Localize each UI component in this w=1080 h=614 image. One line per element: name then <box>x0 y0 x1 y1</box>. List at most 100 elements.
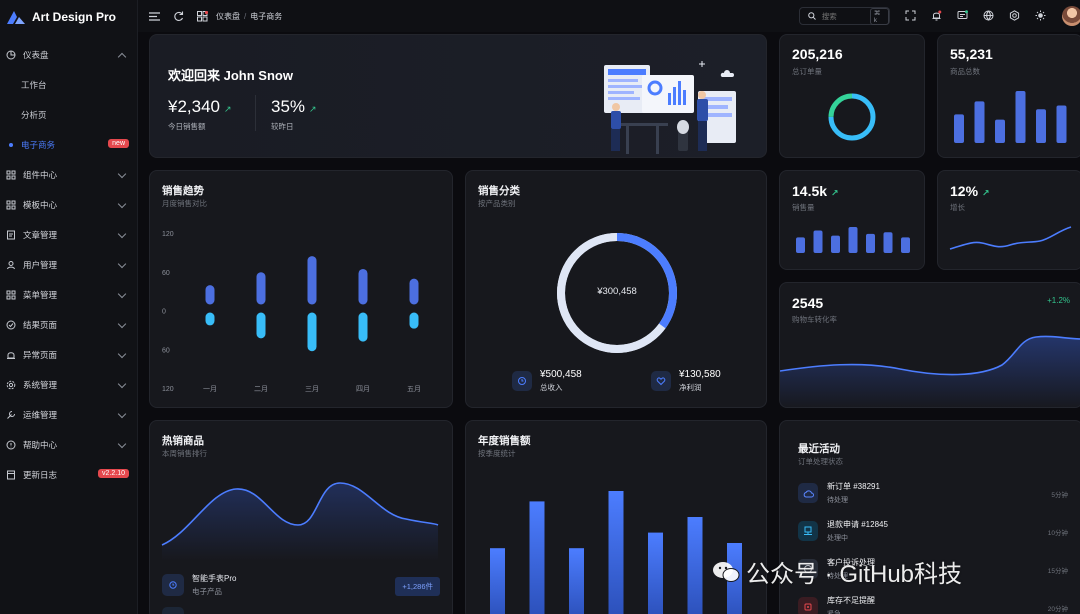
welcome-greeting: 欢迎回来 John Snow <box>168 68 293 83</box>
refund-icon <box>798 521 818 541</box>
brand[interactable]: Art Design Pro <box>0 0 137 34</box>
activity-status: 待处理 <box>827 573 848 580</box>
divider <box>255 95 256 131</box>
sidebar-item-ops[interactable]: 运维管理 <box>0 400 137 430</box>
sidebar-item-workbench[interactable]: 工作台 <box>0 70 137 100</box>
bar <box>974 101 985 143</box>
sidebar-item-label: 分析页 <box>21 110 47 120</box>
growth-value: 12% <box>950 183 979 199</box>
alert-icon <box>798 597 818 614</box>
sidebar-item-system[interactable]: 系统管理 <box>0 370 137 400</box>
breadcrumb-item[interactable]: 电子商务 <box>250 11 283 21</box>
sidebar-item-help[interactable]: 帮助中心 <box>0 430 137 460</box>
search-input[interactable] <box>821 11 866 21</box>
activity-item[interactable]: 客户投诉处理 待处理 <box>798 557 875 581</box>
sidebar-item-label: 工作台 <box>21 80 47 90</box>
dashboard-icon <box>6 50 16 60</box>
article-icon <box>6 230 16 240</box>
settings-icon <box>6 380 16 390</box>
card-title: 最近活动 <box>798 443 840 455</box>
arrow-up-icon: ↗ <box>982 188 990 198</box>
card-subtitle: 本周销售排行 <box>162 449 207 458</box>
chevron-down-icon <box>117 439 127 449</box>
shortcut-hint: ⌘ k <box>869 7 889 25</box>
version-badge: v2.2.10 <box>98 469 129 478</box>
annual-sales-card: 年度销售额 按季度统计 <box>465 420 767 614</box>
sidebar-item-label: 组件中心 <box>23 170 58 180</box>
trend-bar-negative <box>307 312 317 352</box>
cart-kpi-card: 2545 购物车转化率 +1.2% <box>779 282 1080 409</box>
annual-bar <box>569 548 584 614</box>
sidebar-menu: 仪表盘 工作台 分析页 电子商务 new 组件中心 模板中心 文章管理 用户管理 <box>0 40 137 490</box>
card-subtitle: 按产品类别 <box>478 199 516 208</box>
settings-icon[interactable] <box>1008 9 1020 21</box>
components-icon <box>6 170 16 180</box>
growth-label: 增长 <box>950 203 965 212</box>
sidebar-item-label: 系统管理 <box>23 380 58 390</box>
app-name: Art Design Pro <box>32 10 117 24</box>
sidebar-item-label: 用户管理 <box>23 260 58 270</box>
cart-value: 2545 <box>792 295 824 311</box>
activity-item[interactable]: 退款申请 #12845 处理中 <box>798 519 888 543</box>
bar <box>901 237 910 253</box>
chat-icon[interactable] <box>956 9 968 21</box>
product-item[interactable]: 智能手表Pro 电子产品 <box>162 573 236 597</box>
activity-title: 客户投诉处理 <box>827 558 875 567</box>
breadcrumb: 仪表盘 / 电子商务 <box>216 11 282 22</box>
category-donut-chart <box>557 233 677 353</box>
sales-trend-chart: 120 60 0 60 120 一月 二月 三月 四月 五月 <box>162 231 421 393</box>
chevron-down-icon <box>117 409 127 419</box>
bar <box>954 114 964 143</box>
topbar: 仪表盘 /电子商务 ⌘ k <box>138 0 1080 32</box>
sidebar-item-ecommerce[interactable]: 电子商务 new <box>0 130 137 160</box>
activity-item[interactable]: 库存不足提醒紧急 <box>798 595 875 614</box>
hot-products-area-chart <box>161 482 439 561</box>
card-title: 销售趋势 <box>162 185 204 197</box>
stat-label: 较昨日 <box>271 122 294 131</box>
bell-icon[interactable] <box>930 9 942 21</box>
activity-status: 待处理 <box>827 497 848 504</box>
apps-icon[interactable] <box>196 10 208 22</box>
sidebar-item-analysis[interactable]: 分析页 <box>0 100 137 130</box>
products-value: 55,231 <box>950 46 993 62</box>
products-kpi-card: 55,231 商品总数 <box>937 34 1080 158</box>
bar <box>848 227 858 253</box>
avatar[interactable] <box>1062 6 1080 26</box>
sales-value: 14.5k <box>792 183 828 199</box>
sidebar-item-users[interactable]: 用户管理 <box>0 250 137 280</box>
sidebar-item-templates[interactable]: 模板中心 <box>0 190 137 220</box>
category-card: 销售分类 按产品类别 ¥300,458 ¥500,458 总收入 ¥130,580… <box>465 170 767 408</box>
search-box[interactable]: ⌘ k <box>799 7 890 25</box>
activity-time: 5分钟 <box>1051 492 1068 499</box>
y-tick-label: 120 <box>162 386 174 393</box>
language-icon[interactable] <box>982 9 994 21</box>
sidebar-item-components[interactable]: 组件中心 <box>0 160 137 190</box>
sidebar-item-articles[interactable]: 文章管理 <box>0 220 137 250</box>
y-tick-label: 60 <box>162 270 170 277</box>
sidebar-item-menus[interactable]: 菜单管理 <box>0 280 137 310</box>
refresh-icon[interactable] <box>172 10 184 22</box>
sidebar-item-results[interactable]: 结果页面 <box>0 310 137 340</box>
donut-slice <box>828 93 876 141</box>
result-icon <box>6 320 16 330</box>
chevron-up-icon <box>117 52 127 62</box>
activity-title: 退款申请 #12845 <box>827 520 888 529</box>
profit-icon <box>651 371 671 391</box>
theme-sun-icon[interactable] <box>1034 9 1046 21</box>
logo-icon <box>7 11 25 24</box>
product-item[interactable] <box>162 607 184 614</box>
activity-time: 10分钟 <box>1047 530 1068 537</box>
sidebar-item-changelog[interactable]: 更新日志 v2.2.10 <box>0 460 137 490</box>
activity-item[interactable]: 新订单 #38291 待处理 <box>798 481 880 505</box>
sidebar-item-exceptions[interactable]: 异常页面 <box>0 340 137 370</box>
orders-label: 总订单量 <box>792 67 822 76</box>
trend-bar-negative <box>358 312 368 342</box>
breadcrumb-item[interactable]: 仪表盘 <box>216 11 240 21</box>
menu-icon <box>6 290 16 300</box>
menu-toggle-icon[interactable] <box>148 10 160 22</box>
watermark-text: 公众号 · GitHub科技 <box>746 561 963 588</box>
card-title: 年度销售额 <box>478 435 531 447</box>
sidebar-item-dashboard[interactable]: 仪表盘 <box>0 40 137 70</box>
fullscreen-icon[interactable] <box>904 9 916 21</box>
chevron-down-icon <box>117 319 127 329</box>
